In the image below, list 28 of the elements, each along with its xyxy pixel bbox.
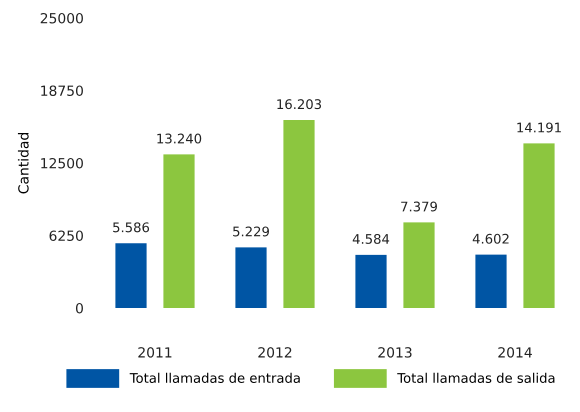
data-label: 13.240 — [157, 134, 202, 144]
data-label: 14.191 — [517, 122, 561, 132]
y-axis-title: Cantidad — [18, 133, 29, 194]
legend-label: Total llamadas de entrada — [130, 372, 300, 383]
y-tick-label: 6250 — [50, 230, 83, 241]
y-tick-label: 25000 — [40, 12, 83, 24]
bar — [403, 222, 435, 308]
x-tick-label: 2014 — [498, 347, 532, 358]
data-label: 4.602 — [472, 234, 509, 244]
data-label: 16.203 — [277, 99, 322, 110]
y-tick-label: 18750 — [41, 85, 83, 96]
bar — [355, 254, 387, 308]
bar — [475, 254, 507, 308]
bar — [523, 143, 555, 308]
bar — [115, 243, 147, 308]
legend-label: Total llamadas de salida — [397, 372, 554, 383]
x-tick-label: 2011 — [138, 347, 172, 358]
data-label: 7.379 — [401, 202, 437, 212]
x-tick-label: 2013 — [378, 347, 412, 358]
y-tick-label: 0 — [76, 302, 83, 314]
bar — [283, 120, 315, 308]
data-label: 5.229 — [233, 226, 269, 236]
y-tick-label: 12500 — [41, 158, 83, 168]
data-label: 5.586 — [113, 222, 150, 232]
x-tick-label: 2012 — [258, 347, 292, 358]
data-label: 4.584 — [352, 234, 390, 244]
bar — [235, 247, 267, 308]
bar — [163, 154, 195, 308]
